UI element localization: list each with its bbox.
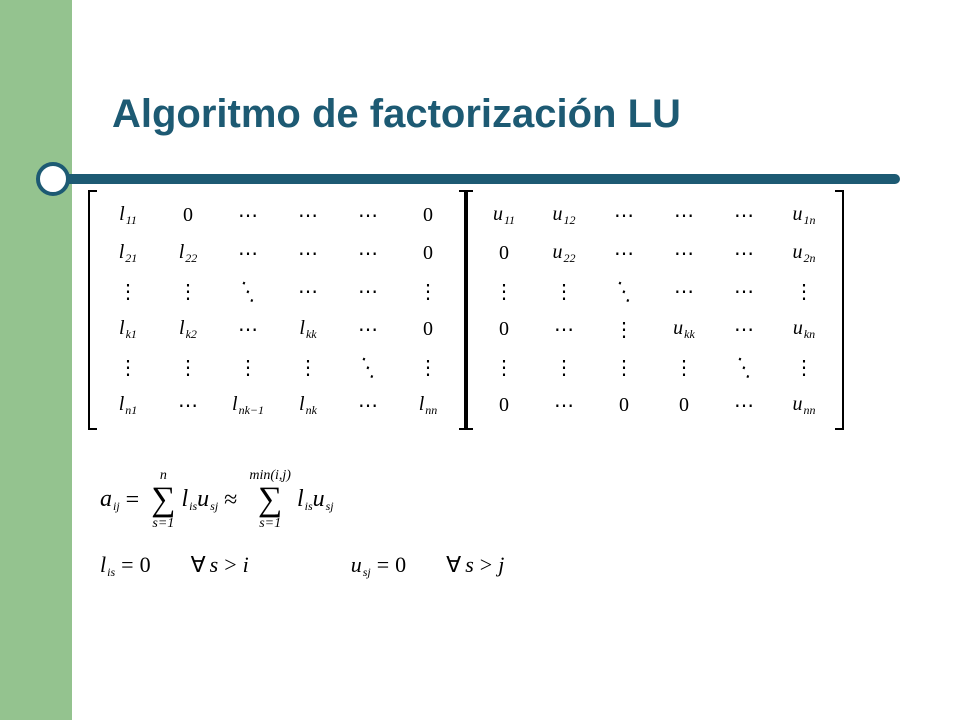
l-cell: l22	[179, 241, 198, 266]
u-cell: ⋯	[674, 241, 694, 266]
l-cell: ⋮	[118, 355, 138, 380]
u-cell: 0	[499, 318, 509, 341]
u-cell: ⋯	[674, 279, 694, 304]
title-bullet-icon	[36, 162, 70, 196]
l-cell: ⋮	[118, 279, 138, 304]
u-cell: ⋯	[734, 279, 754, 304]
u-cell: 0	[619, 394, 629, 417]
equation-sum: aij = n ∑ s=1 lisusj ≈ min(i,j) ∑ s=1 li…	[100, 460, 504, 540]
l-cell: ⋱	[358, 355, 378, 380]
l-cell: 0	[423, 242, 433, 265]
u-cell: ⋱	[734, 355, 754, 380]
title-rule	[60, 174, 900, 184]
u-cell: ⋯	[734, 393, 754, 418]
matrix-L: l11 0 ⋯ ⋯ ⋯ 0 l21 l22 ⋯ ⋯ ⋯ 0 ⋮ ⋮ ⋱ ⋯ ⋯ …	[94, 190, 462, 430]
u-cell: ⋮	[554, 355, 574, 380]
u-cell: 0	[499, 242, 509, 265]
l-cell: 0	[423, 204, 433, 227]
u-cell: ⋯	[734, 203, 754, 228]
u-cell: ⋮	[614, 317, 634, 342]
l-cell: ⋱	[238, 279, 258, 304]
l-cell: ⋮	[178, 279, 198, 304]
u-cell: u12	[553, 203, 576, 228]
l-cell: l11	[119, 203, 137, 228]
equation-block: aij = n ∑ s=1 lisusj ≈ min(i,j) ∑ s=1 li…	[100, 460, 504, 580]
u-cell: unn	[793, 393, 816, 418]
matrices-row: l11 0 ⋯ ⋯ ⋯ 0 l21 l22 ⋯ ⋯ ⋯ 0 ⋮ ⋮ ⋱ ⋯ ⋯ …	[94, 190, 838, 430]
slide-title: Algoritmo de factorización LU	[112, 92, 681, 137]
u-cell: ⋱	[614, 279, 634, 304]
l-cell: ⋯	[358, 317, 378, 342]
l-cell: lkk	[299, 317, 316, 342]
l-cell: ⋮	[418, 355, 438, 380]
u-cell: ⋯	[614, 241, 634, 266]
l-cell: lnk	[299, 393, 317, 418]
l-cell: ⋯	[358, 393, 378, 418]
l-cell: lk1	[119, 317, 137, 342]
l-cell: ⋮	[178, 355, 198, 380]
matrix-U: u11 u12 ⋯ ⋯ ⋯ u1n 0 u22 ⋯ ⋯ ⋯ u2n ⋮ ⋮ ⋱ …	[470, 190, 838, 430]
u-cell: ⋮	[494, 355, 514, 380]
l-cell: 0	[423, 318, 433, 341]
u-cell: ⋯	[614, 203, 634, 228]
u-cell: ⋮	[554, 279, 574, 304]
sidebar-accent	[0, 0, 72, 720]
bracket-left-icon	[464, 190, 473, 430]
u-cell: ⋮	[674, 355, 694, 380]
u-cell: ⋮	[614, 355, 634, 380]
u-cell: 0	[499, 394, 509, 417]
u-cell: u2n	[793, 241, 816, 266]
bracket-left-icon	[88, 190, 97, 430]
l-cell: ⋯	[298, 241, 318, 266]
l-cell: lnn	[419, 393, 438, 418]
l-cell: ⋯	[358, 241, 378, 266]
l-cell: ⋯	[298, 203, 318, 228]
l-cell: ⋮	[418, 279, 438, 304]
u-cell: ⋯	[554, 393, 574, 418]
l-cell: l21	[119, 241, 138, 266]
bracket-right-icon	[835, 190, 844, 430]
u-cell: ukn	[793, 317, 815, 342]
u-cell: ⋯	[554, 317, 574, 342]
l-cell: lk2	[179, 317, 197, 342]
l-cell: ⋯	[238, 203, 258, 228]
u-cell: ⋮	[794, 279, 814, 304]
l-cell: ⋯	[298, 279, 318, 304]
u-cell: u11	[493, 203, 515, 228]
l-cell: ⋯	[358, 279, 378, 304]
l-cell: ⋯	[238, 317, 258, 342]
l-cell: lnk−1	[232, 393, 264, 418]
l-cell: 0	[183, 204, 193, 227]
u-cell: ⋯	[734, 241, 754, 266]
u-cell: ukk	[673, 317, 695, 342]
u-cell: u1n	[793, 203, 816, 228]
l-cell: ⋮	[298, 355, 318, 380]
u-cell: ⋯	[674, 203, 694, 228]
equation-conditions: lis=0 ∀s>i usj=0 ∀s>j	[100, 552, 504, 580]
l-cell: ln1	[119, 393, 138, 418]
l-cell: ⋯	[178, 393, 198, 418]
l-cell: ⋮	[238, 355, 258, 380]
u-cell: ⋮	[794, 355, 814, 380]
u-cell: u22	[553, 241, 576, 266]
l-cell: ⋯	[238, 241, 258, 266]
u-cell: ⋯	[734, 317, 754, 342]
l-cell: ⋯	[358, 203, 378, 228]
u-cell: 0	[679, 394, 689, 417]
u-cell: ⋮	[494, 279, 514, 304]
